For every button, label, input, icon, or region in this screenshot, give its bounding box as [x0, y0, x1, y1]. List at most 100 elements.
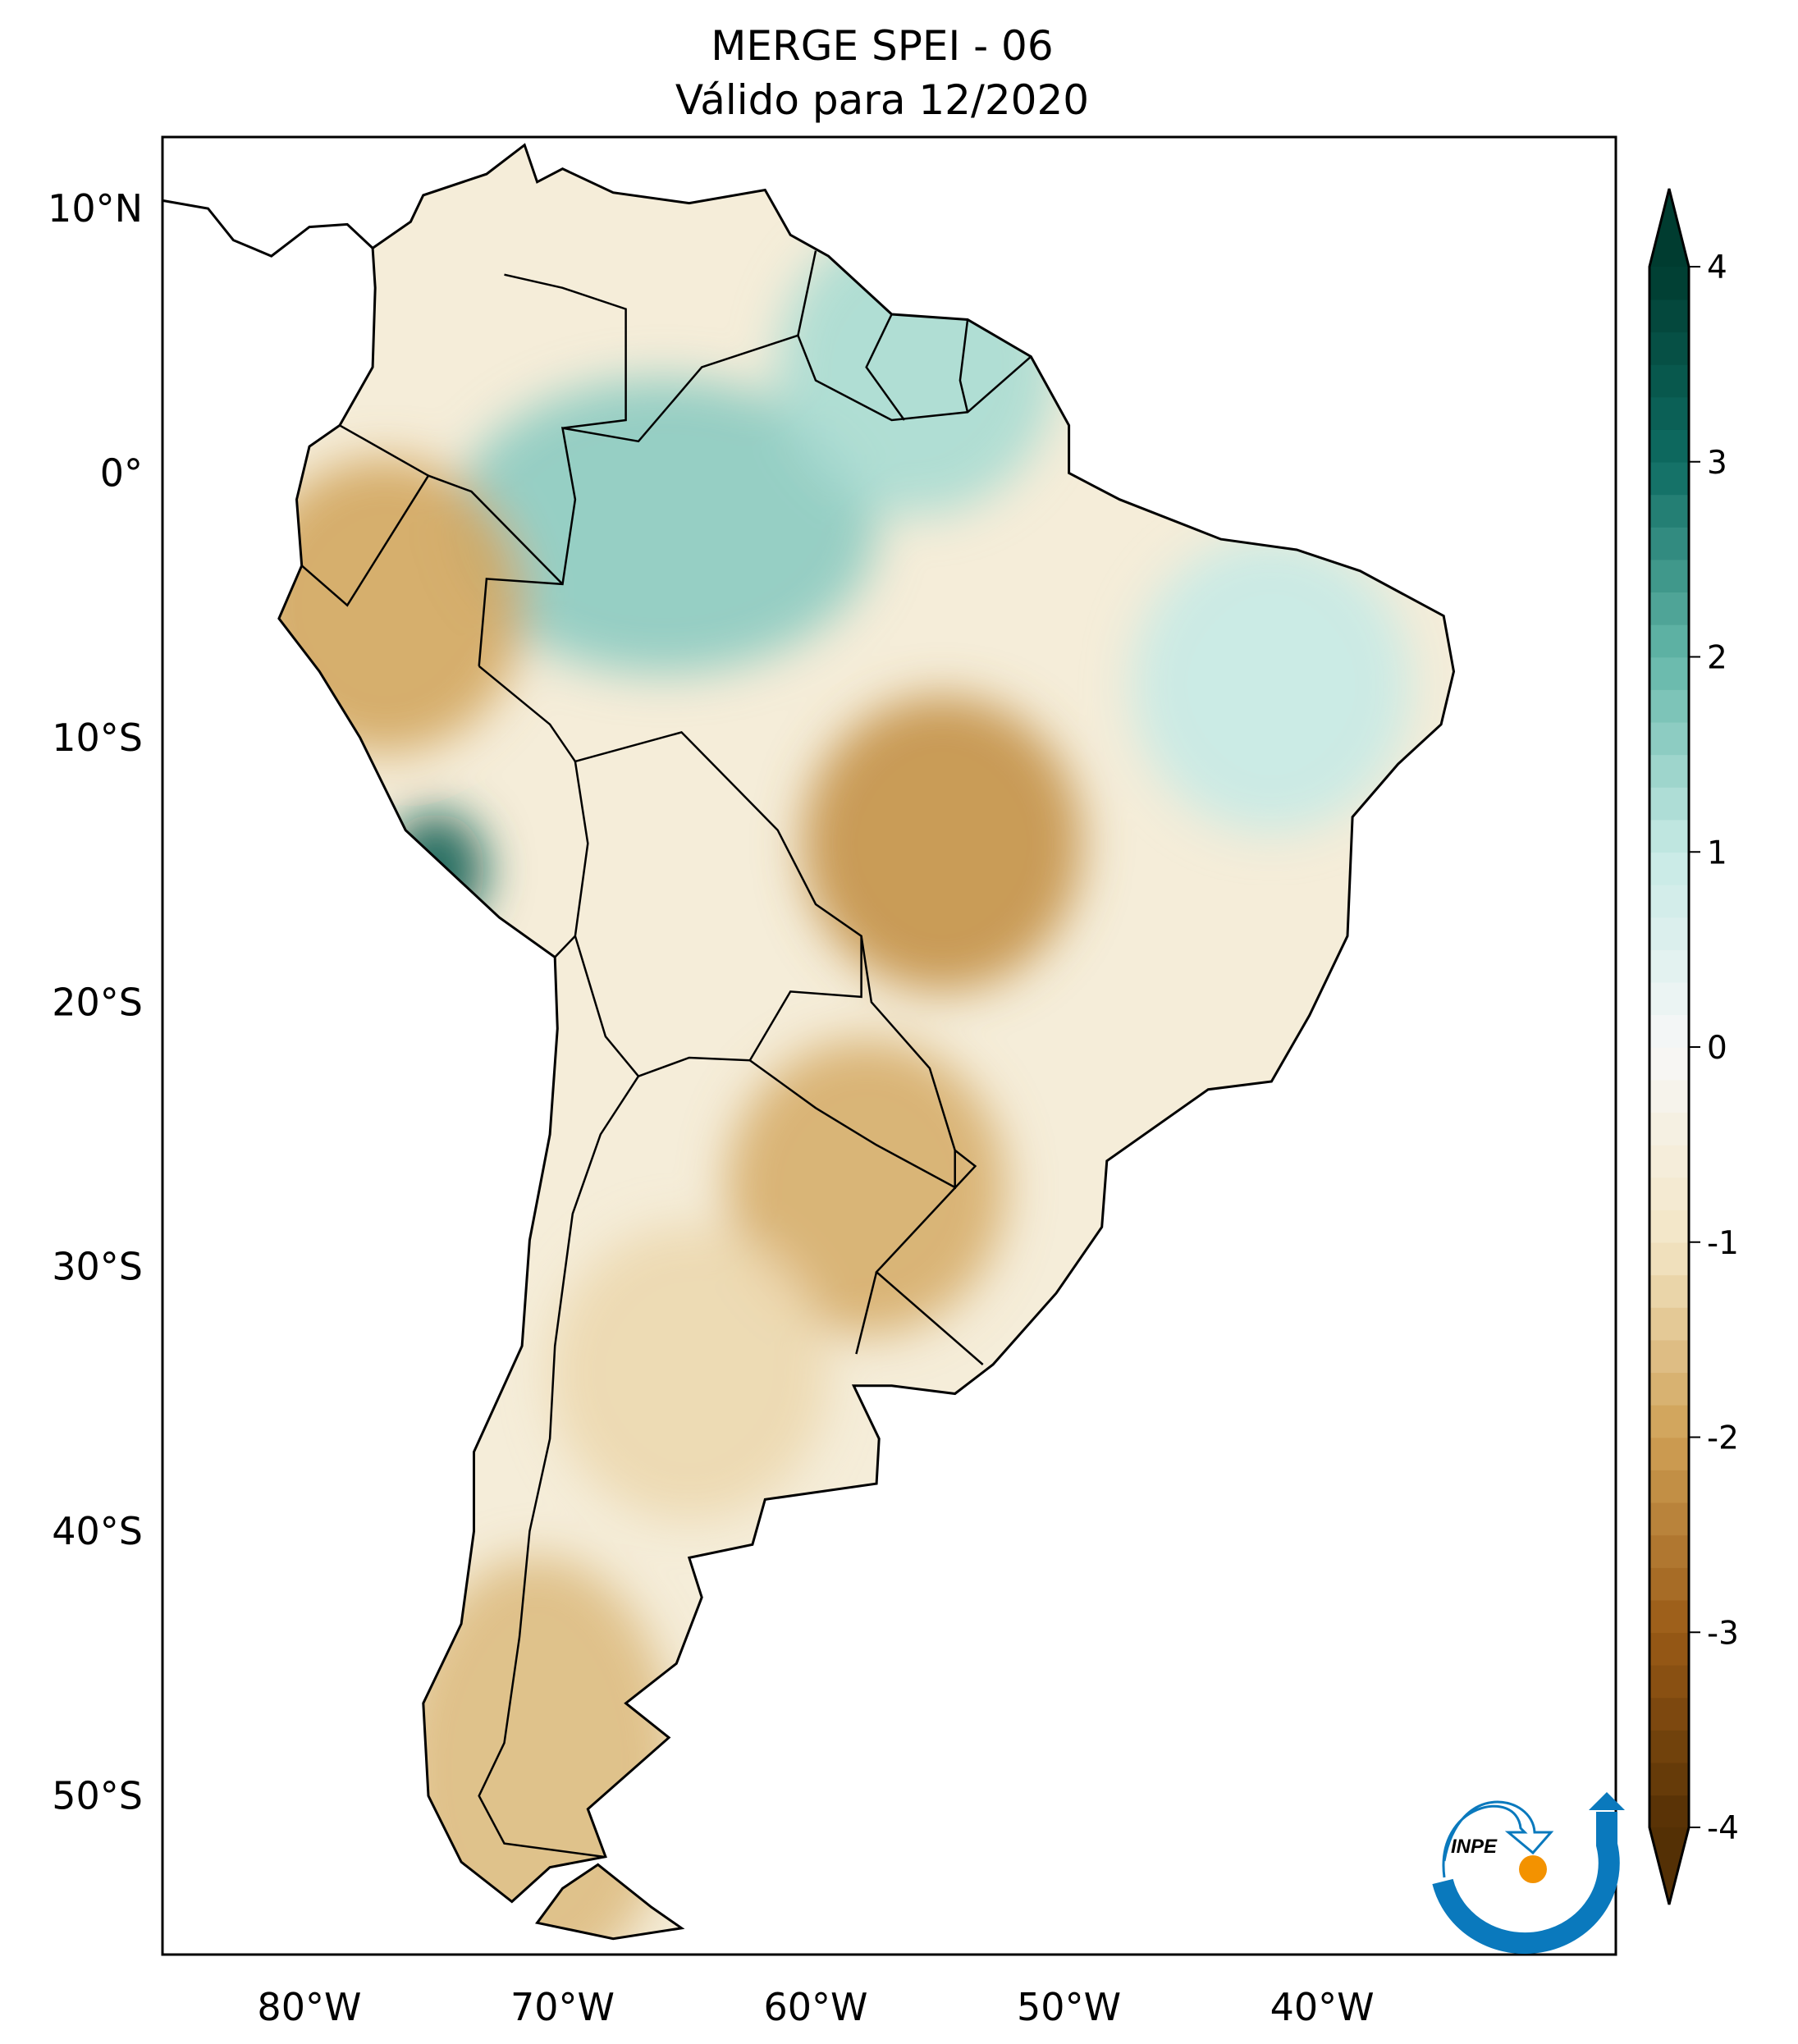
colorbar-segment	[1649, 917, 1689, 950]
colorbar-segment	[1649, 1307, 1689, 1341]
colorbar-segment	[1649, 1437, 1689, 1470]
chart-title: MERGE SPEI - 06	[711, 22, 1054, 70]
inpe-logo-text: INPE	[1451, 1836, 1498, 1858]
country-border	[958, 319, 969, 413]
colorbar-segment	[1649, 332, 1689, 365]
colorbar-segment	[1649, 1502, 1689, 1536]
colorbar-segment	[1649, 1534, 1689, 1568]
land-fill-group	[278, 144, 1454, 1939]
colorbar-segment	[1649, 852, 1689, 885]
y-tick-label: 0°	[100, 450, 143, 495]
central-america-coastline	[162, 199, 374, 258]
colorbar-segment	[1649, 754, 1689, 788]
colorbar-segment	[1649, 1795, 1689, 1828]
colorbar-segment	[1649, 1697, 1689, 1731]
colorbar-segment	[1649, 1209, 1689, 1243]
colorbar-segment	[1649, 689, 1689, 723]
anomaly-patch	[387, 812, 486, 928]
country-border	[797, 250, 817, 336]
anomaly-layer	[278, 219, 1411, 1939]
colorbar-tick-label: 2	[1707, 640, 1727, 677]
colorbar-tick-label: 0	[1707, 1030, 1727, 1067]
colorbar-extend-min	[1649, 1827, 1689, 1905]
anomaly-patch	[450, 377, 877, 674]
colorbar-segment	[1649, 527, 1689, 560]
colorbar-segment	[1649, 656, 1689, 690]
chart-subtitle: Válido para 12/2020	[675, 76, 1090, 124]
anomaly-patch	[549, 1224, 829, 1520]
country-border	[478, 1075, 640, 1858]
colorbar-segment	[1649, 1047, 1689, 1081]
y-tick-label: 20°S	[52, 980, 143, 1024]
country-border	[339, 424, 429, 477]
x-tick-label: 60°W	[764, 1985, 868, 2029]
colorbar-segment	[1649, 1372, 1689, 1406]
colorbar-extend-max	[1649, 189, 1689, 267]
colorbar-segment	[1649, 364, 1689, 398]
country-border	[855, 1271, 878, 1355]
colorbar-tick-label: -4	[1707, 1810, 1739, 1847]
colorbar-segment	[1649, 884, 1689, 918]
country-border	[554, 935, 576, 958]
spei-map	[162, 143, 1456, 1941]
anomaly-patch	[726, 1039, 1006, 1335]
colorbar-segment	[1649, 1567, 1689, 1601]
anomaly-patch	[1132, 537, 1411, 833]
colorbar-segment	[1649, 819, 1689, 853]
colorbar-segment	[1649, 1079, 1689, 1113]
colorbar-tick-label: 1	[1707, 835, 1727, 871]
x-axis: 80°W 70°W 60°W 50°W 40°W	[257, 1985, 1374, 2029]
colorbar-tick-label: -2	[1707, 1420, 1739, 1457]
colorbar-segment	[1649, 949, 1689, 983]
colorbar-segment	[1649, 624, 1689, 658]
colorbar-tick-label: -1	[1707, 1225, 1739, 1262]
country-border	[504, 273, 627, 429]
country-border	[865, 313, 906, 421]
colorbar-segment	[1649, 429, 1689, 463]
colorbar-segment	[1649, 1664, 1689, 1699]
colorbar-segment	[1649, 1241, 1689, 1276]
colorbar-segment	[1649, 721, 1689, 756]
colorbar-segment	[1649, 981, 1689, 1016]
colorbar-segment	[1649, 1014, 1689, 1048]
y-tick-label: 10°N	[48, 186, 143, 231]
colorbar-segment	[1649, 1144, 1689, 1178]
x-tick-label: 50°W	[1017, 1985, 1121, 2029]
colorbar-segment	[1649, 1599, 1689, 1634]
x-tick-label: 80°W	[257, 1985, 361, 2029]
logo-inner-arrow	[1442, 1800, 1554, 1878]
y-tick-label: 10°S	[52, 716, 143, 760]
y-tick-label: 30°S	[52, 1245, 143, 1289]
inpe-logo: INPE	[1432, 1792, 1625, 1955]
anomaly-patch	[777, 219, 1057, 515]
colorbar-segment	[1649, 461, 1689, 496]
country-border	[574, 761, 862, 1078]
colorbar-tick-label: 4	[1707, 249, 1727, 286]
colorbar-segment	[1649, 299, 1689, 333]
anomaly-patch	[397, 1556, 677, 1939]
y-tick-label: 50°S	[52, 1774, 143, 1818]
colorbar-segment	[1649, 1274, 1689, 1308]
colorbar-segment	[1649, 1730, 1689, 1763]
y-axis: 10°N 0° 10°S 20°S 30°S 40°S 50°S	[48, 186, 143, 1818]
colorbar-tick-label: 3	[1707, 445, 1727, 482]
colorbar-segment	[1649, 267, 1689, 300]
colorbar-segment	[1649, 1112, 1689, 1145]
country-border	[749, 1059, 956, 1190]
logo-arrow-head	[1589, 1792, 1625, 1810]
colorbar-segment	[1649, 494, 1689, 528]
colorbar-segment	[1649, 1339, 1689, 1374]
logo-orange-dot	[1519, 1855, 1547, 1883]
colorbar-segment	[1649, 1177, 1689, 1210]
colorbar: 4 3 2 1 0 -1 -2 -3 -4	[1648, 188, 1739, 1905]
colorbar-segment	[1649, 1632, 1689, 1666]
colorbar-segment	[1649, 787, 1689, 821]
y-tick-label: 40°S	[52, 1509, 143, 1553]
colorbar-segment	[1649, 1404, 1689, 1438]
colorbar-tick-label: -3	[1707, 1615, 1739, 1652]
colorbar-segment	[1649, 1762, 1689, 1796]
logo-swoosh	[1432, 1812, 1620, 1955]
anomaly-patch	[803, 695, 1082, 991]
x-tick-label: 40°W	[1270, 1985, 1375, 2029]
